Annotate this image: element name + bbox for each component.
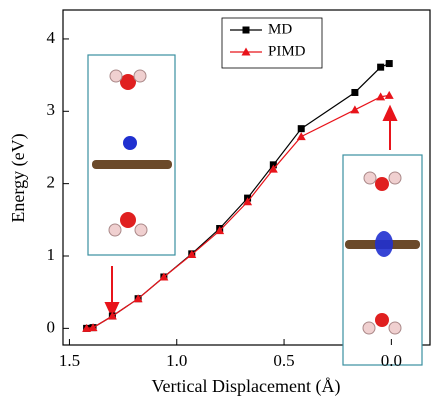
atom-h xyxy=(108,223,122,237)
atom-h xyxy=(134,223,148,237)
graphene-sheet xyxy=(92,160,172,169)
atom-h xyxy=(388,321,402,335)
plot-frame xyxy=(62,9,431,346)
x-tick-label: 0.0 xyxy=(381,351,402,370)
inset-left xyxy=(87,54,176,256)
y-tick-label: 1 xyxy=(47,245,56,264)
y-tick-label: 0 xyxy=(47,317,56,336)
legend-marker xyxy=(241,47,251,56)
x-tick-label: 1.0 xyxy=(166,351,187,370)
y-axis-label: Energy (eV) xyxy=(8,133,29,222)
atom-o xyxy=(120,74,136,90)
data-point xyxy=(268,164,278,173)
data-point xyxy=(384,90,394,99)
data-point xyxy=(297,125,305,133)
data-point xyxy=(243,197,253,206)
atom-o xyxy=(375,313,389,327)
atom-o xyxy=(120,212,136,228)
atom-h xyxy=(388,171,402,185)
legend-frame xyxy=(221,17,323,69)
data-point xyxy=(215,226,225,235)
data-point xyxy=(385,60,393,68)
atom-h xyxy=(109,69,123,83)
x-tick-label: 1.5 xyxy=(59,351,80,370)
atom-h xyxy=(363,171,377,185)
atom-n xyxy=(123,136,137,150)
y-tick-label: 2 xyxy=(47,173,56,192)
atom-h xyxy=(362,321,376,335)
inset-right xyxy=(342,154,423,366)
data-point xyxy=(377,63,385,71)
y-tick-label: 3 xyxy=(47,100,56,119)
legend-marker xyxy=(242,26,250,34)
data-point xyxy=(351,88,359,96)
x-tick-label: 0.5 xyxy=(273,351,294,370)
data-point xyxy=(187,250,197,259)
data-point xyxy=(88,323,98,332)
atom-n xyxy=(375,231,393,257)
arrow-head xyxy=(382,104,398,121)
legend-label: PIMD xyxy=(268,43,306,59)
atom-o xyxy=(375,177,389,191)
arrow-head xyxy=(104,302,120,319)
legend-label: MD xyxy=(268,21,292,37)
data-point xyxy=(107,311,117,320)
arrows xyxy=(104,104,398,319)
x-axis-label: Vertical Displacement (Å) xyxy=(152,376,341,397)
atom-h xyxy=(133,69,147,83)
y-tick-label: 4 xyxy=(47,28,56,47)
data-point xyxy=(350,105,360,114)
data-point xyxy=(296,132,306,141)
data-point xyxy=(376,92,386,101)
data-point xyxy=(82,323,92,332)
data-point xyxy=(133,294,143,303)
data-point xyxy=(159,272,169,281)
